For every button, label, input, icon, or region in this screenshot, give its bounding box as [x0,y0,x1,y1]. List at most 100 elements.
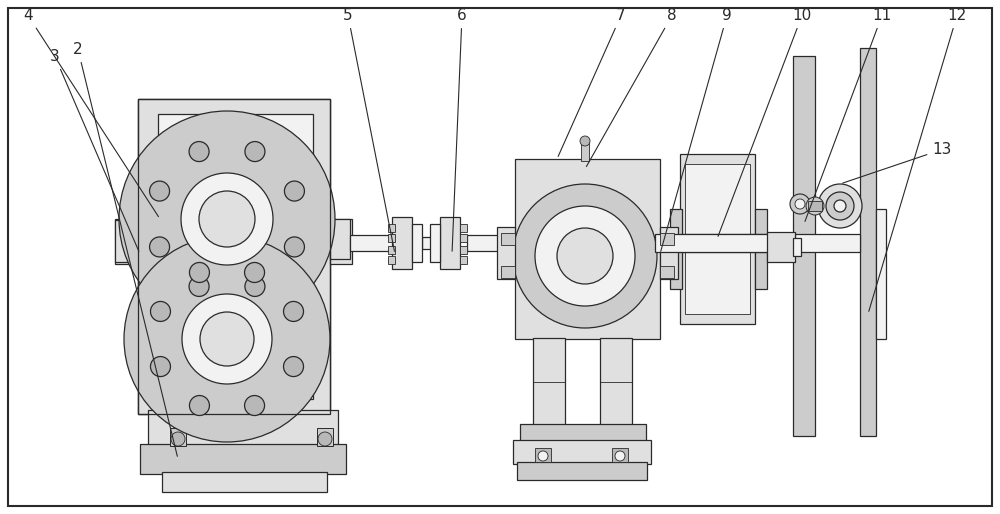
Bar [581,139,589,161]
Bar [162,472,327,492]
Bar [535,448,551,462]
Circle shape [245,277,265,297]
Text: 2: 2 [73,42,177,456]
Bar [513,440,651,464]
Circle shape [171,432,185,446]
Text: 11: 11 [805,8,892,222]
Bar [392,217,412,269]
Circle shape [284,357,304,377]
Circle shape [245,141,265,161]
Bar [501,233,515,245]
Bar [793,238,801,256]
Bar [460,234,467,242]
Bar [680,154,755,324]
Bar [115,220,138,262]
Bar [140,444,346,474]
Circle shape [284,181,304,201]
Circle shape [790,194,810,214]
Bar [388,224,395,232]
Bar [501,266,515,278]
Bar [148,410,338,446]
Circle shape [834,200,846,212]
Circle shape [535,206,635,306]
Circle shape [580,136,590,146]
Text: 13: 13 [843,142,952,183]
Text: 12: 12 [869,8,967,311]
Bar [158,114,313,399]
Text: 4: 4 [23,8,158,217]
Bar [655,234,795,252]
Text: 9: 9 [661,8,732,251]
Bar [533,338,565,426]
Bar [860,48,876,436]
Bar [422,237,440,249]
Bar [440,217,460,269]
Bar [660,227,678,279]
Bar [330,219,350,259]
Circle shape [189,263,209,283]
Bar [520,424,646,442]
Circle shape [557,228,613,284]
Bar [460,246,467,254]
Circle shape [284,237,304,257]
Bar [600,338,632,426]
Bar [115,219,139,264]
Circle shape [199,191,255,247]
Bar [612,448,628,462]
Bar [412,224,422,262]
Circle shape [182,294,272,384]
Bar [460,256,467,264]
Text: 8: 8 [586,8,677,167]
Bar [330,219,352,264]
Bar [767,232,795,262]
Circle shape [181,173,273,265]
Circle shape [150,357,170,377]
Bar [388,234,395,242]
Text: 5: 5 [343,8,394,251]
Circle shape [615,451,625,461]
Circle shape [189,277,209,297]
Circle shape [150,237,170,257]
Circle shape [150,181,170,201]
Bar [460,224,467,232]
Circle shape [189,141,209,161]
Text: 6: 6 [452,8,467,251]
Bar [680,234,860,252]
Bar [138,99,330,414]
Circle shape [124,236,330,442]
Text: 3: 3 [50,49,139,251]
Circle shape [795,199,805,209]
Circle shape [513,184,657,328]
Bar [138,99,330,414]
Circle shape [119,111,335,327]
Text: 10: 10 [718,8,812,236]
Circle shape [150,301,170,321]
Circle shape [200,312,254,366]
Circle shape [806,197,824,215]
Bar [388,246,395,254]
Bar [670,209,682,289]
Bar [685,164,750,314]
Bar [660,233,674,245]
Text: 7: 7 [558,8,626,156]
Bar [138,99,330,414]
Bar [170,428,186,446]
Bar [388,256,395,264]
Bar [350,235,395,251]
Bar [755,209,767,289]
Bar [660,266,674,278]
Bar [497,227,515,279]
Circle shape [284,301,304,321]
Bar [515,159,660,339]
Bar [467,235,517,251]
Bar [517,462,647,480]
Bar [317,428,333,446]
Bar [430,224,440,262]
Circle shape [189,395,209,415]
Bar [808,201,822,211]
Circle shape [826,192,854,220]
Circle shape [818,184,862,228]
Circle shape [318,432,332,446]
Bar [793,56,815,436]
Circle shape [245,263,265,283]
